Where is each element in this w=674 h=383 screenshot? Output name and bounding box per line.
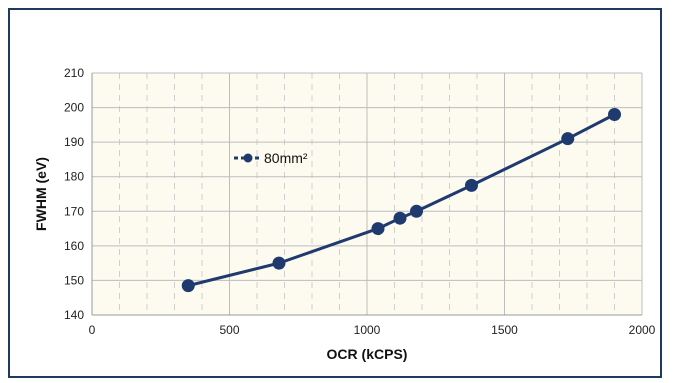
x-tick-label: 1500 (491, 323, 518, 337)
data-point (181, 279, 195, 293)
y-tick-label: 200 (64, 101, 84, 115)
data-point (561, 132, 575, 146)
minor-gridlines (119, 73, 615, 315)
x-tick-label: 1000 (354, 323, 381, 337)
legend-label: 80mm² (264, 150, 308, 166)
y-tick-label: 210 (64, 66, 84, 80)
legend: 80mm² (234, 150, 308, 166)
x-tick-label: 2000 (629, 323, 656, 337)
y-tick-label: 180 (64, 170, 84, 184)
y-tick-label: 150 (64, 273, 84, 287)
x-axis-title: OCR (kCPS) (327, 346, 408, 362)
y-tick-label: 170 (64, 204, 84, 218)
legend-marker (243, 153, 253, 163)
x-tick-label: 500 (219, 323, 239, 337)
data-point (272, 256, 286, 270)
y-tick-label: 190 (64, 135, 84, 149)
data-point (393, 211, 407, 225)
y-tick-label: 160 (64, 239, 84, 253)
y-axis: 140 150 160 170 180 190 200 210 (64, 66, 93, 322)
data-point (608, 107, 621, 121)
data-point (410, 204, 423, 218)
series-line (187, 113, 616, 288)
data-point (465, 178, 478, 192)
major-gridlines (92, 72, 643, 315)
data-point (371, 222, 385, 236)
y-axis-title: FWHM (eV) (33, 157, 49, 231)
y-tick-label: 140 (64, 308, 84, 322)
series-layer (181, 107, 621, 293)
x-tick-label: 0 (89, 323, 96, 337)
x-axis: 0 500 1000 1500 2000 (89, 314, 656, 337)
